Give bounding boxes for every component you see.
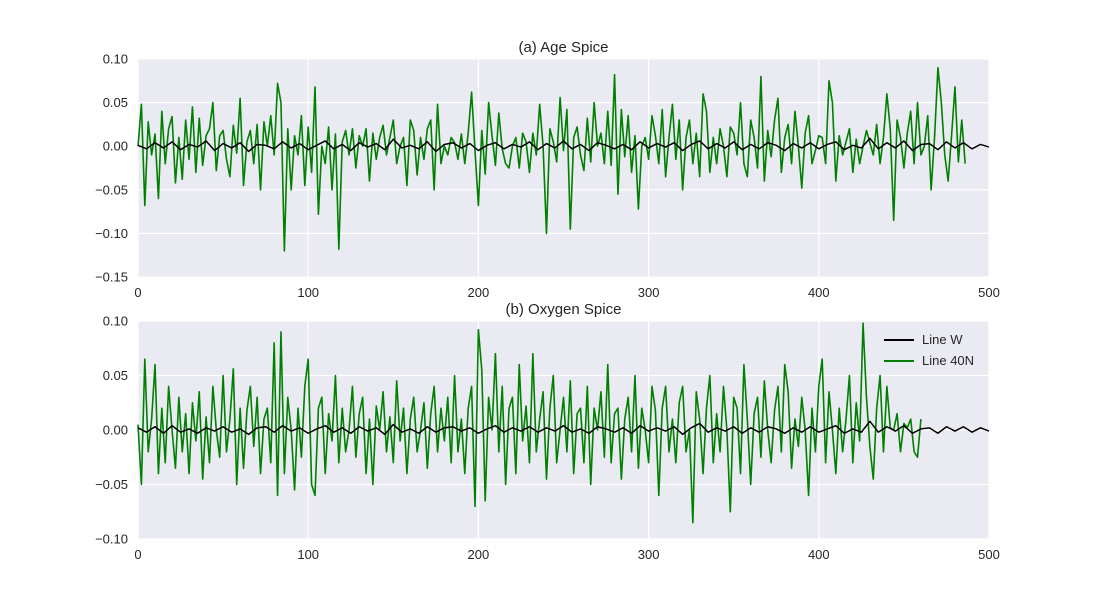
panel-oxygen-spice: 0 100 200 300 400 500 0.10 0.05 0.00 −0.05 −0.10 (… — [95, 301, 1000, 562]
x-tick-label: 400 — [808, 285, 830, 300]
series-line-line-40n — [137, 322, 922, 524]
x-tick-label: 300 — [638, 285, 660, 300]
x-tick-label: 300 — [638, 547, 660, 562]
y-tick-label: −0.05 — [95, 182, 128, 197]
y-tick-label: −0.05 — [95, 477, 128, 492]
x-tick-label: 200 — [468, 547, 490, 562]
plot-area — [138, 59, 989, 277]
y-tick-label: 0.10 — [103, 52, 128, 67]
series-line-line-w — [137, 137, 990, 153]
series-group — [137, 322, 990, 524]
y-tick-label: 0.00 — [103, 423, 128, 438]
x-tick-label: 200 — [468, 285, 490, 300]
y-tick-label: 0.00 — [103, 139, 128, 154]
y-tick-label: −0.10 — [95, 226, 128, 241]
chart-title: (b) Oxygen Spice — [506, 301, 622, 318]
x-tick-label: 0 — [134, 285, 141, 300]
legend: Line W Line 40N — [884, 332, 974, 368]
series-line-line-w — [137, 420, 990, 436]
x-tick-label: 500 — [978, 285, 1000, 300]
y-tick-label: −0.10 — [95, 532, 128, 547]
legend-label-line-40n: Line 40N — [922, 353, 974, 368]
x-tick-label: 500 — [978, 547, 1000, 562]
chart-title: (a) Age Spice — [518, 39, 608, 56]
x-tick-label: 100 — [297, 285, 319, 300]
y-tick-label: 0.10 — [103, 314, 128, 329]
series-group — [137, 66, 990, 252]
tick-labels: 0 100 200 300 400 500 0.10 0.05 0.00 −0.05 −0.10 −0… — [95, 52, 1000, 301]
x-tick-label: 100 — [297, 547, 319, 562]
y-tick-label: 0.05 — [103, 368, 128, 383]
x-tick-label: 400 — [808, 547, 830, 562]
y-tick-label: −0.15 — [95, 270, 128, 285]
y-tick-label: 0.05 — [103, 95, 128, 110]
legend-label-line-w: Line W — [922, 332, 963, 347]
panel-age-spice: 0 100 200 300 400 500 0.10 0.05 0.00 −0.05 −0.10 −0… — [95, 39, 1000, 300]
series-line-line-40n — [137, 66, 966, 252]
x-tick-label: 0 — [134, 547, 141, 562]
tick-labels: 0 100 200 300 400 500 0.10 0.05 0.00 −0.05 −0.10 — [95, 314, 1000, 563]
